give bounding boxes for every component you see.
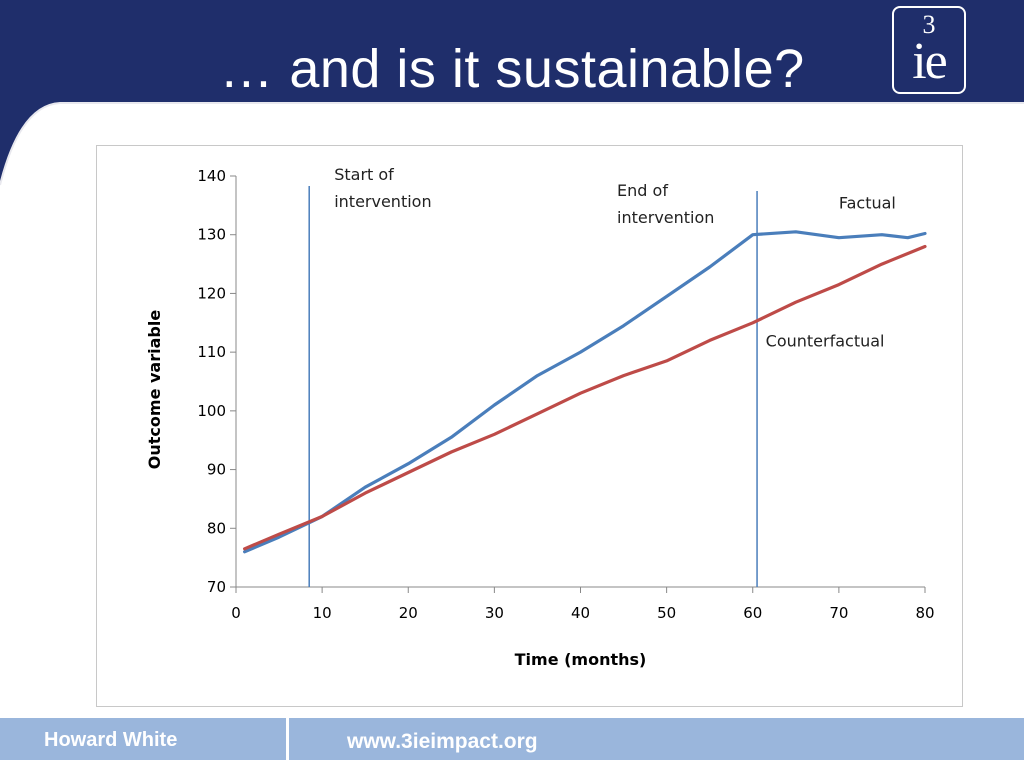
logo-letters: ie	[912, 33, 948, 90]
x-tick-label: 80	[915, 604, 934, 622]
footer-bar	[0, 718, 1024, 760]
y-axis-title: Outcome variable	[145, 310, 164, 470]
footer-author: Howard White	[44, 729, 178, 751]
x-tick-label: 10	[313, 604, 332, 622]
x-axis-title: Time (months)	[515, 650, 647, 669]
y-tick-label: 100	[197, 402, 226, 420]
header-background	[0, 0, 1024, 185]
y-tick-label: 110	[197, 343, 226, 361]
3ie-logo: 3 ie	[892, 6, 966, 94]
x-tick-label: 30	[485, 604, 504, 622]
x-tick-label: 20	[399, 604, 418, 622]
footer-url: www.3ieimpact.org	[347, 730, 538, 753]
line-chart: 70 80 90 100 110 120 130 140 0 10 20 30 40 50 60 70 80 Ti…	[145, 165, 935, 669]
header-swoosh-edge	[0, 102, 1024, 186]
end-intervention-label: intervention	[617, 208, 714, 227]
factual-annotation: Factual	[839, 193, 896, 212]
x-tick-label: 60	[743, 604, 762, 622]
y-tick-label: 80	[207, 519, 226, 537]
counterfactual-annotation: Counterfactual	[766, 331, 885, 350]
y-tick-label: 140	[197, 167, 226, 185]
y-tick-label: 90	[207, 461, 226, 479]
footer-divider	[286, 718, 289, 760]
y-tick-label: 70	[207, 578, 226, 596]
end-intervention-label: End of	[617, 181, 668, 200]
y-tick-label: 120	[197, 284, 226, 302]
slide-title: … and is it sustainable?	[219, 39, 805, 99]
counterfactual-series-line	[243, 244, 927, 551]
x-tick-label: 70	[829, 604, 848, 622]
logo-number: 3	[922, 10, 936, 39]
x-tick-label: 0	[231, 604, 241, 622]
start-intervention-label: intervention	[334, 192, 431, 211]
x-tick-label: 50	[657, 604, 676, 622]
start-intervention-label: Start of	[334, 165, 394, 184]
x-tick-label: 40	[571, 604, 590, 622]
chart-frame: 70 80 90 100 110 120 130 140 0 10 20 30 40 50 60 70 80 Ti…	[96, 145, 963, 707]
header-band	[0, 0, 1024, 186]
factual-series-line	[243, 230, 927, 554]
y-tick-label: 130	[197, 226, 226, 244]
